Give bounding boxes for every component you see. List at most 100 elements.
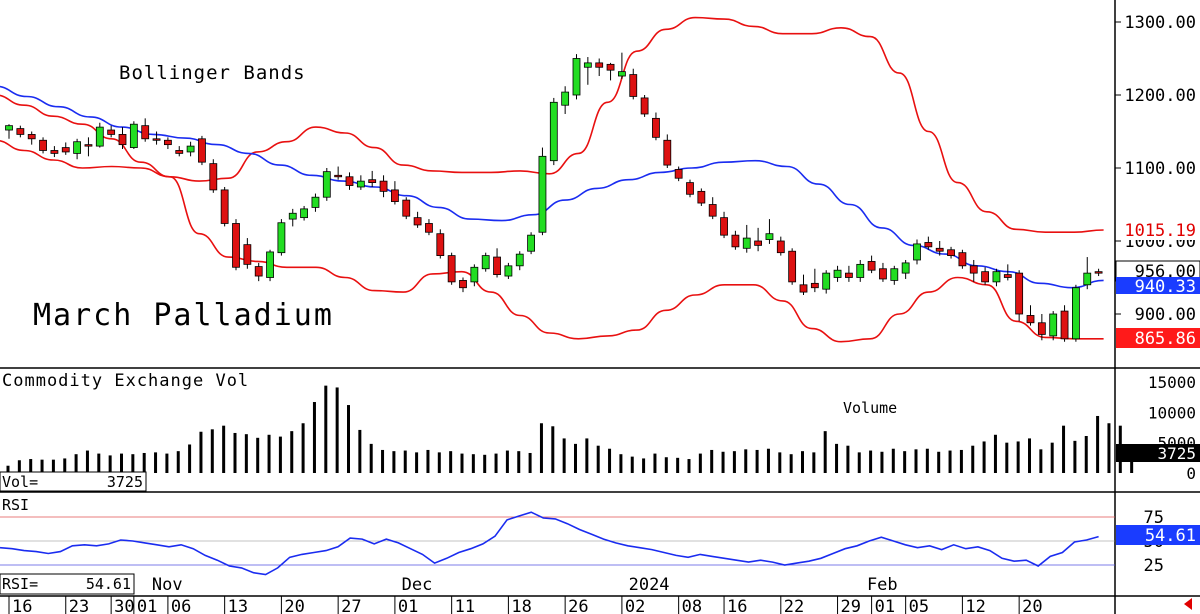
- volume-bar: [1028, 438, 1031, 473]
- candle-body: [515, 253, 524, 267]
- candle-body: [754, 240, 762, 246]
- volume-bar: [108, 455, 112, 473]
- volume-bar: [244, 434, 248, 473]
- volume-bar: [403, 450, 407, 473]
- candle-body: [402, 199, 411, 217]
- candle-body: [810, 282, 819, 289]
- bb-mid-tag-bg: [1116, 277, 1200, 294]
- candle-body: [73, 141, 81, 154]
- volume-bar: [755, 449, 759, 473]
- candle-body: [27, 134, 36, 140]
- candle-body: [141, 125, 150, 140]
- volume-bar: [551, 426, 555, 473]
- volume-bar: [176, 451, 180, 473]
- candle-body: [765, 233, 774, 240]
- candle-body: [379, 180, 388, 192]
- volume-bar: [993, 434, 997, 473]
- candle-body: [266, 251, 274, 278]
- volume-bar: [210, 429, 214, 473]
- volume-bar: [347, 405, 350, 473]
- candle-body: [322, 171, 331, 198]
- volume-bar: [1073, 440, 1077, 473]
- volume-bar: [256, 437, 260, 473]
- volume-bar: [630, 456, 634, 473]
- candle-body: [720, 217, 728, 236]
- candle-body: [549, 101, 558, 162]
- candle-body: [413, 217, 422, 226]
- volume-bar: [664, 457, 668, 473]
- candle-body: [118, 134, 127, 146]
- candle-body: [425, 223, 433, 233]
- candle-body: [913, 243, 921, 261]
- candle-body: [788, 250, 797, 283]
- date-tick-label: 20: [1022, 597, 1042, 614]
- candle-body: [50, 150, 59, 154]
- volume-bar: [381, 449, 385, 473]
- date-tick-label: 27: [341, 597, 361, 614]
- volume-bar: [574, 443, 577, 473]
- volume-bar: [483, 454, 487, 473]
- volume-bar: [891, 448, 895, 473]
- volume-bar: [142, 452, 146, 473]
- volume-bar: [426, 449, 430, 473]
- volume-bar: [392, 451, 396, 473]
- bollinger-upper-line: [0, 16, 1104, 234]
- date-tick-label: 20: [284, 597, 304, 614]
- volume-bar: [85, 450, 89, 473]
- volume-bar: [267, 434, 271, 473]
- candle-body: [186, 145, 195, 153]
- candle-body: [1060, 310, 1069, 340]
- date-tick-label: 23: [69, 597, 89, 614]
- date-tick-label: 26: [568, 597, 588, 614]
- volume-bar: [1084, 435, 1088, 473]
- volume-bar: [222, 425, 226, 473]
- candle-body: [481, 255, 490, 270]
- candle-body: [368, 179, 377, 183]
- candle-body: [459, 280, 467, 289]
- scroll-right-arrow-icon[interactable]: [1184, 598, 1192, 610]
- volume-bar: [1096, 415, 1100, 473]
- price-tick-label: 900.00: [1135, 305, 1196, 325]
- date-tick-label: 29: [841, 597, 861, 614]
- volume-bar: [415, 452, 419, 473]
- candle-body: [572, 58, 581, 96]
- volume-bar: [437, 452, 441, 473]
- candle-body: [640, 97, 649, 115]
- candle-body: [311, 196, 320, 208]
- volume-bar: [846, 445, 850, 473]
- candle-body: [5, 125, 13, 131]
- date-tick-label: 08: [682, 597, 702, 614]
- volume-bar: [17, 460, 21, 473]
- volume-bar: [369, 443, 373, 473]
- date-tick-label: 01: [875, 597, 895, 614]
- rsi-panel: 755025: [0, 508, 1164, 576]
- volume-bar: [959, 449, 963, 473]
- volume-bar: [278, 436, 282, 473]
- volume-panel-title: Commodity Exchange Vol: [2, 371, 249, 391]
- candle-body: [345, 176, 354, 186]
- candle-body: [129, 123, 138, 148]
- volume-annotation: Volume: [843, 399, 897, 417]
- candle-body: [629, 74, 638, 97]
- candle-body: [152, 138, 161, 141]
- month-label: Dec: [402, 575, 433, 595]
- bb-lower-tag-bg: [1116, 328, 1200, 348]
- candle-body: [39, 139, 47, 151]
- date-tick-label: 30: [114, 597, 134, 614]
- volume-bar: [619, 454, 623, 473]
- date-tick-label: 06: [171, 597, 191, 614]
- bollinger-annotation: Bollinger Bands: [119, 62, 306, 84]
- candle-body: [776, 240, 785, 254]
- volume-bar: [721, 451, 725, 473]
- volume-bar: [835, 443, 839, 473]
- candle-body: [447, 255, 456, 283]
- volume-bar: [97, 453, 101, 473]
- volume-bar: [312, 402, 316, 473]
- rsi-readout-label: RSI=: [2, 575, 38, 593]
- candle-body: [856, 263, 865, 278]
- rsi-line: [0, 511, 1099, 576]
- candle-body: [606, 63, 615, 71]
- volume-bar: [290, 431, 294, 473]
